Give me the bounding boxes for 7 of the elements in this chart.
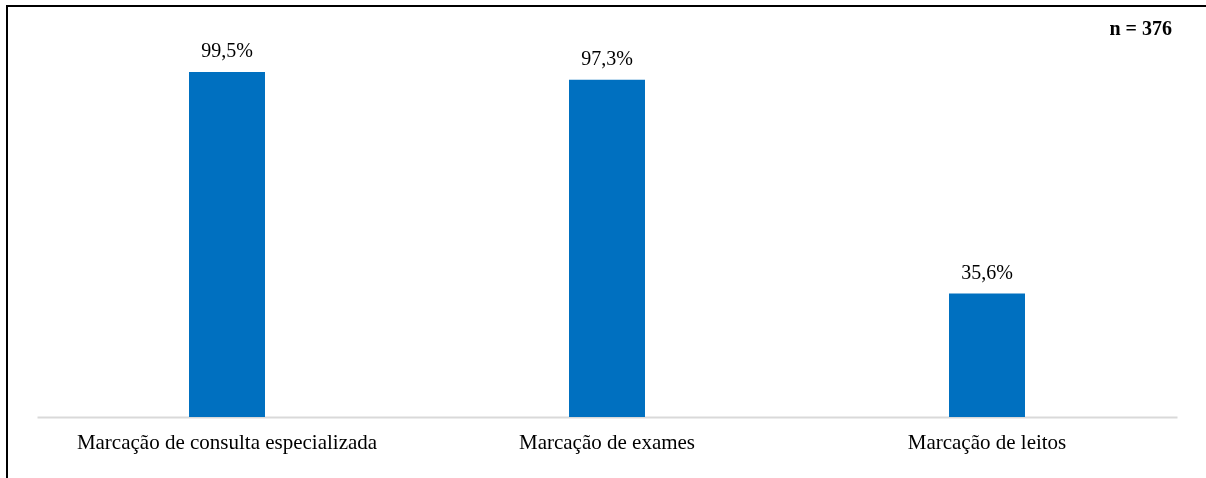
x-tick-label: Marcação de exames bbox=[518, 429, 696, 454]
data-label: 99,5% bbox=[201, 39, 253, 61]
data-label: 97,3% bbox=[581, 46, 633, 69]
data-label: 35,6% bbox=[961, 260, 1013, 283]
x-tick-label: Marcação de consulta especializada bbox=[76, 429, 378, 454]
x-tick-label: Marcação de leitos bbox=[907, 429, 1067, 454]
text: n = 376 bbox=[1109, 17, 1172, 39]
